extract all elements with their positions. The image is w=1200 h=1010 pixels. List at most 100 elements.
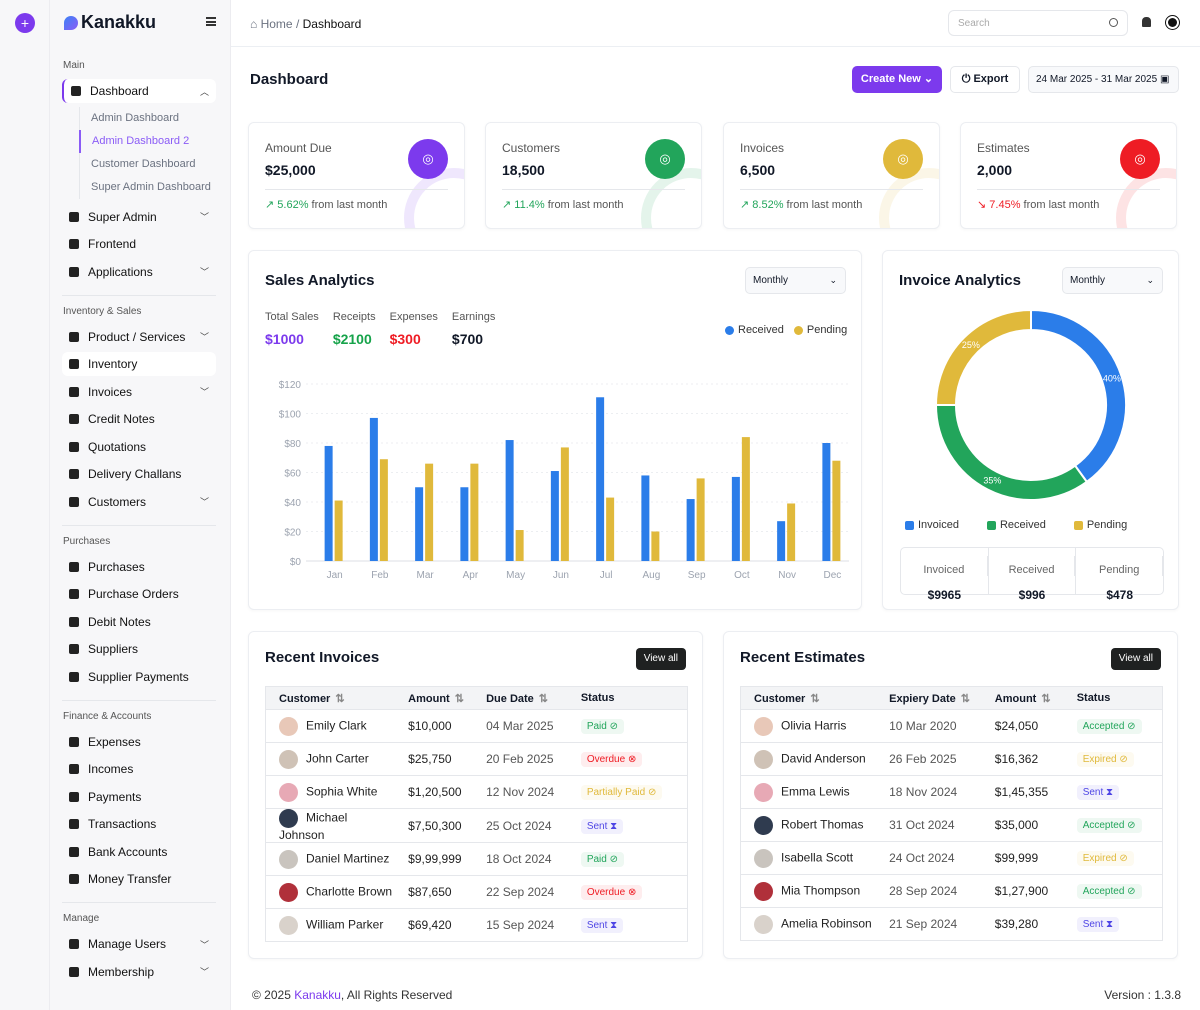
customer-name[interactable]: Emma Lewis <box>781 784 850 799</box>
sidebar-item-inventory[interactable]: Inventory <box>62 352 216 376</box>
bar-pending-feb[interactable] <box>379 459 388 561</box>
column-header-expiery-date[interactable]: Expiery Date ⇅ <box>876 686 982 710</box>
sort-icon[interactable]: ⇅ <box>1041 692 1051 705</box>
bar-received-mar[interactable] <box>415 487 424 561</box>
sidebar-item-purchase-orders[interactable]: Purchase Orders <box>62 582 216 606</box>
customer-name[interactable]: Daniel Martinez <box>306 851 390 866</box>
bar-pending-jan[interactable] <box>334 500 343 561</box>
customer-name[interactable]: Isabella Scott <box>781 850 854 865</box>
sidebar-item-supplier-payments[interactable]: Supplier Payments <box>62 665 216 689</box>
bar-pending-jul[interactable] <box>606 497 615 561</box>
sidebar-item-expenses[interactable]: Expenses <box>62 730 216 754</box>
legend-pending[interactable]: Pending <box>1073 519 1127 531</box>
view-all-invoices-button[interactable]: View all <box>635 648 686 670</box>
bar-pending-apr[interactable] <box>470 463 479 561</box>
sidebar-item-frontend[interactable]: Frontend <box>62 232 216 256</box>
sidebar-item-product-services[interactable]: Product / Services ﹀ <box>62 325 216 349</box>
sidebar-item-money-transfer[interactable]: Money Transfer <box>62 867 216 891</box>
sidebar-item-debit-notes[interactable]: Debit Notes <box>62 610 216 634</box>
column-header-customer[interactable]: Customer ⇅ <box>740 686 877 710</box>
search-input[interactable]: Search <box>948 10 1128 36</box>
bar-pending-oct[interactable] <box>741 437 750 561</box>
logo[interactable]: Kanakku <box>64 12 156 33</box>
submenu-item-super-admin-dashboard[interactable]: Super Admin Dashboard <box>79 175 216 199</box>
bar-pending-mar[interactable] <box>425 463 434 561</box>
bar-pending-sep[interactable] <box>696 478 705 561</box>
invoice-period-select[interactable]: Monthly ⌄ <box>1062 267 1163 294</box>
sales-period-select[interactable]: Monthly ⌄ <box>745 267 846 294</box>
sidebar-item-credit-notes[interactable]: Credit Notes <box>62 407 216 431</box>
sidebar-item-dashboard[interactable]: Dashboard ︿ <box>62 79 216 103</box>
column-header-due-date[interactable]: Due Date ⇅ <box>473 686 568 710</box>
bar-received-jan[interactable] <box>324 445 333 561</box>
bar-received-jun[interactable] <box>550 471 559 561</box>
footer-brand-link[interactable]: Kanakku <box>294 988 341 1002</box>
submenu-item-customer-dashboard[interactable]: Customer Dashboard <box>79 152 216 176</box>
customer-name[interactable]: William Parker <box>306 917 384 932</box>
bar-received-sep[interactable] <box>686 499 695 561</box>
sidebar-item-purchases[interactable]: Purchases <box>62 555 216 579</box>
sort-icon[interactable]: ⇅ <box>538 692 549 705</box>
column-header-status[interactable]: Status <box>1063 686 1163 710</box>
sidebar-item-quotations[interactable]: Quotations <box>62 435 216 459</box>
sort-icon[interactable]: ⇅ <box>454 692 464 705</box>
bar-pending-may[interactable] <box>515 530 524 561</box>
export-button[interactable]: ⏻ Export <box>950 66 1020 93</box>
legend-received[interactable]: Received <box>725 324 784 336</box>
customer-name[interactable]: Sophia White <box>306 784 378 799</box>
bar-received-aug[interactable] <box>641 475 650 561</box>
sidebar-item-bank-accounts[interactable]: Bank Accounts <box>62 840 216 864</box>
legend-pending[interactable]: Pending <box>793 324 847 336</box>
sidebar-item-super-admin[interactable]: Super Admin ﹀ <box>62 205 216 229</box>
create-new-button[interactable]: Create New ⌄ <box>852 66 942 93</box>
view-all-estimates-button[interactable]: View all <box>1110 648 1161 670</box>
legend-invoiced[interactable]: Invoiced <box>905 519 959 531</box>
bar-pending-nov[interactable] <box>787 503 796 561</box>
column-header-status[interactable]: Status <box>567 686 688 710</box>
bar-received-nov[interactable] <box>777 521 786 561</box>
breadcrumb-home[interactable]: Home <box>260 17 293 31</box>
legend-received[interactable]: Received <box>986 519 1046 531</box>
customer-name[interactable]: Amelia Robinson <box>781 916 872 931</box>
customer-name[interactable]: Olivia Harris <box>781 718 847 733</box>
date-range-picker[interactable]: 24 Mar 2025 - 31 Mar 2025 ▣ <box>1028 66 1179 93</box>
customer-name[interactable]: David Anderson <box>781 751 866 766</box>
column-header-amount[interactable]: Amount ⇅ <box>981 686 1064 710</box>
donut-slice-received[interactable] <box>934 404 1089 501</box>
customer-name[interactable]: Mia Thompson <box>781 883 861 898</box>
submenu-item-admin-dashboard-2[interactable]: Admin Dashboard 2 <box>79 129 216 153</box>
donut-slice-pending[interactable] <box>934 308 1032 406</box>
bar-received-feb[interactable] <box>369 417 378 561</box>
bar-pending-jun[interactable] <box>560 447 569 561</box>
customer-name[interactable]: Emily Clark <box>306 718 367 733</box>
submenu-item-admin-dashboard[interactable]: Admin Dashboard <box>79 106 216 130</box>
sort-icon[interactable]: ⇅ <box>335 692 345 705</box>
sidebar-item-customers[interactable]: Customers ﹀ <box>62 490 216 514</box>
sidebar-item-manage-users[interactable]: Manage Users ﹀ <box>62 932 216 956</box>
sidebar-item-incomes[interactable]: Incomes <box>62 757 216 781</box>
sort-icon[interactable]: ⇅ <box>960 692 970 705</box>
bar-pending-aug[interactable] <box>651 531 660 562</box>
sidebar-item-delivery-challans[interactable]: Delivery Challans <box>62 462 216 486</box>
sort-icon[interactable]: ⇅ <box>810 692 820 705</box>
customer-name[interactable]: Michael Johnson <box>279 810 348 842</box>
sidebar-item-membership[interactable]: Membership ﹀ <box>62 960 216 984</box>
menu-toggle-icon[interactable] <box>206 17 216 26</box>
sidebar-item-suppliers[interactable]: Suppliers <box>62 637 216 661</box>
column-header-customer[interactable]: Customer ⇅ <box>265 686 396 710</box>
column-header-amount[interactable]: Amount ⇅ <box>395 686 474 710</box>
bar-received-may[interactable] <box>505 440 514 561</box>
bar-received-dec[interactable] <box>822 443 831 561</box>
bell-icon[interactable] <box>1142 17 1151 27</box>
customer-name[interactable]: John Carter <box>306 751 369 766</box>
bar-received-apr[interactable] <box>460 487 469 561</box>
sidebar-item-payments[interactable]: Payments <box>62 785 216 809</box>
bar-pending-dec[interactable] <box>832 460 841 561</box>
add-icon[interactable]: + <box>15 13 35 33</box>
bar-received-oct[interactable] <box>731 476 740 561</box>
sidebar-item-transactions[interactable]: Transactions <box>62 812 216 836</box>
sidebar-item-invoices[interactable]: Invoices ﹀ <box>62 380 216 404</box>
theme-toggle-icon[interactable] <box>1168 18 1177 27</box>
donut-slice-invoiced[interactable] <box>1030 308 1127 484</box>
customer-name[interactable]: Charlotte Brown <box>306 884 393 899</box>
